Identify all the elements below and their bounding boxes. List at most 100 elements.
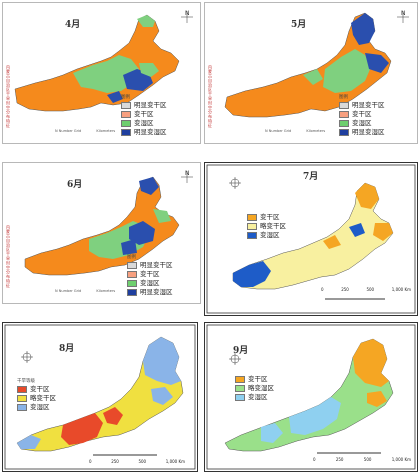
side-text: 内蒙古自治区干旱时空分布特征	[6, 225, 11, 288]
footer-km: Kilometers	[96, 289, 116, 293]
scale-label: 250	[341, 287, 349, 292]
scale-label: 0	[313, 457, 316, 462]
legend-item: 变干区	[247, 213, 286, 222]
legend-swatch	[339, 111, 349, 118]
scale-label: 1,000 Km	[391, 287, 411, 292]
legend-item: 变干区	[121, 110, 167, 119]
legend-swatch	[17, 386, 27, 393]
map-panel-may: N 5月 内蒙古自治区干旱时空分布特征 图例 明显变干区 变干区 变湿区 明显变…	[204, 2, 418, 144]
legend-label: 变干区	[248, 375, 268, 383]
legend-swatch	[121, 120, 131, 127]
legend-swatch	[121, 111, 131, 118]
legend-swatch	[235, 376, 245, 383]
panel-title: 9月	[233, 346, 249, 356]
legend-title: 图例	[121, 95, 130, 100]
legend-label: 变干区	[134, 110, 154, 118]
panel-title: 8月	[59, 344, 75, 354]
footer-grid: Number Grid	[58, 129, 82, 133]
footer-north: N	[55, 129, 58, 133]
scale-label: 0	[89, 459, 92, 464]
legend-title: 图例	[339, 95, 348, 100]
legend-item: 明显变干区	[339, 101, 385, 110]
map-september	[206, 324, 416, 470]
legend-item: 略变干区	[247, 222, 286, 231]
legend-item: 变湿区	[235, 393, 274, 402]
map-panel-september: 9月 变干区 略变湿区 变湿区 0 250 500 1,000 Km	[204, 322, 418, 472]
legend-label: 明显变干区	[140, 261, 173, 269]
legend: 变干区 略变湿区 变湿区	[235, 375, 274, 402]
legend-swatch	[235, 385, 245, 392]
scale-label: 500	[138, 459, 147, 464]
legend-label: 变湿区	[352, 119, 372, 127]
panel-title: 4月	[65, 20, 81, 30]
scale-label: 250	[335, 457, 344, 462]
legend-swatch	[247, 223, 257, 230]
legend: 图例 明显变干区 变干区 变湿区 明显变湿区	[339, 95, 385, 137]
legend-item: 明显变干区	[121, 101, 167, 110]
footer-km: Kilometers	[96, 129, 116, 133]
legend-swatch	[339, 129, 349, 136]
legend-label: 变湿区	[134, 119, 154, 127]
side-text: 内蒙古自治区干旱时空分布特征	[208, 65, 213, 128]
map-august	[4, 324, 196, 470]
legend-label: 明显变干区	[134, 101, 167, 109]
legend-item: 略变湿区	[235, 384, 274, 393]
legend-item: 明显变干区	[127, 261, 173, 270]
legend-label: 变湿区	[260, 231, 280, 239]
footer-north: N	[55, 289, 58, 293]
legend-label: 变湿区	[30, 403, 50, 411]
legend-swatch	[17, 404, 27, 411]
legend-swatch	[121, 102, 131, 109]
legend-swatch	[17, 395, 27, 402]
legend-swatch	[339, 102, 349, 109]
scale-bar: 0 250 500 1,000 Km	[89, 459, 185, 464]
scale-label: 250	[111, 459, 119, 464]
legend-label: 变湿区	[140, 279, 160, 287]
legend-item: 变湿区	[247, 231, 286, 240]
legend: 图例 明显变干区 变干区 变湿区 明显变湿区	[127, 255, 173, 297]
map-panel-july: 7月 变干区 略变干区 变湿区 0 250 500 1,000 Km	[204, 162, 418, 316]
legend-item: 变湿区	[127, 279, 173, 288]
legend-swatch	[247, 232, 257, 239]
legend-title: 干旱等级	[17, 379, 35, 384]
scale-bar: 0 250 500 1,000 Km	[313, 457, 411, 462]
legend-item: 明显变湿区	[121, 128, 167, 137]
legend-label: 略变干区	[260, 222, 286, 230]
panel-title: 7月	[303, 172, 319, 182]
legend-swatch	[127, 262, 137, 269]
legend-label: 略变干区	[30, 394, 56, 402]
legend-swatch	[127, 289, 137, 296]
legend-swatch	[127, 271, 137, 278]
legend-item: 变干区	[17, 385, 56, 394]
scale-bar: 0 250 500 1,000 Km	[321, 287, 411, 292]
legend-item: 明显变湿区	[127, 288, 173, 297]
map-footer: N Number Grid Kilometers	[55, 129, 115, 133]
map-panel-april: N 4月 内蒙古自治区干旱时空分布特征 图例 明显变干区 变干区 变湿区 明显变…	[2, 2, 201, 144]
footer-grid: Number Grid	[58, 289, 82, 293]
scale-label: 1,000 Km	[391, 457, 411, 462]
legend-swatch	[121, 129, 131, 136]
map-may: N	[224, 10, 409, 118]
legend-swatch	[127, 280, 137, 287]
panel-title: 6月	[67, 180, 83, 190]
legend: 图例 明显变干区 变干区 变湿区 明显变湿区	[121, 95, 167, 137]
map-panel-august: 8月 干旱等级 变干区 略变干区 变湿区 0 250 500 1,000 Km	[2, 322, 198, 472]
side-text: 内蒙古自治区干旱时空分布特征	[6, 65, 11, 128]
scale-label: 0	[321, 287, 324, 292]
legend-item: 变湿区	[121, 119, 167, 128]
legend-item: 变湿区	[17, 403, 56, 412]
map-april: N	[14, 10, 193, 112]
legend-item: 变干区	[235, 375, 274, 384]
legend-label: 变干区	[352, 110, 372, 118]
legend-label: 略变湿区	[248, 384, 274, 392]
legend-label: 明显变湿区	[352, 128, 385, 136]
map-july	[206, 164, 416, 314]
legend-label: 变干区	[140, 270, 160, 278]
map-footer: N Number Grid Kilometers	[265, 129, 325, 133]
legend-swatch	[235, 394, 245, 401]
legend-item: 变干区	[127, 270, 173, 279]
scale-label: 1,000 Km	[165, 459, 185, 464]
scale-label: 500	[363, 457, 372, 462]
map-panel-june: N 6月 内蒙古自治区干旱时空分布特征 图例 明显变干区 变干区 变湿区 明显变…	[2, 162, 201, 304]
legend: 变干区 略变干区 变湿区	[247, 213, 286, 240]
